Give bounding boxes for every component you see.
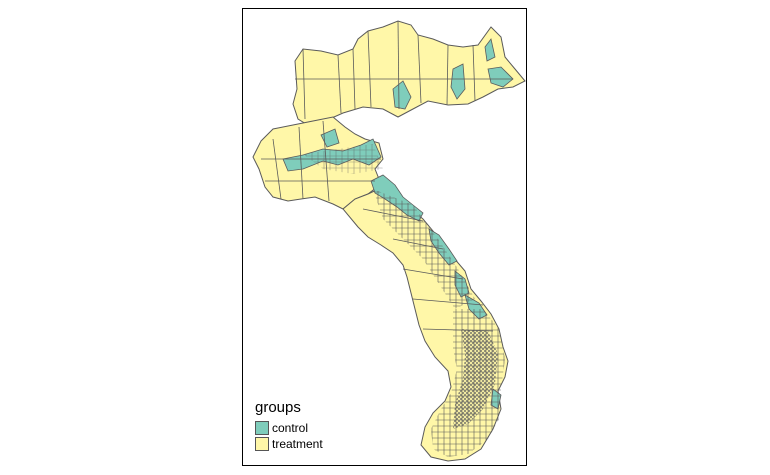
legend-label-treatment: treatment bbox=[272, 437, 323, 451]
legend-swatch-control bbox=[255, 421, 269, 435]
control-region bbox=[450, 63, 466, 100]
choropleth-map bbox=[252, 20, 526, 462]
control-region bbox=[487, 66, 514, 88]
legend-label-control: control bbox=[272, 421, 309, 435]
legend: groups control treatment bbox=[255, 399, 323, 452]
legend-title: groups bbox=[255, 399, 301, 416]
legend-swatch-treatment bbox=[255, 437, 269, 451]
control-region bbox=[484, 38, 496, 62]
control-region bbox=[392, 80, 412, 110]
map-panel: groups control treatment bbox=[242, 8, 527, 466]
legend-item-treatment: treatment bbox=[255, 436, 323, 452]
legend-item-control: control bbox=[255, 420, 323, 436]
